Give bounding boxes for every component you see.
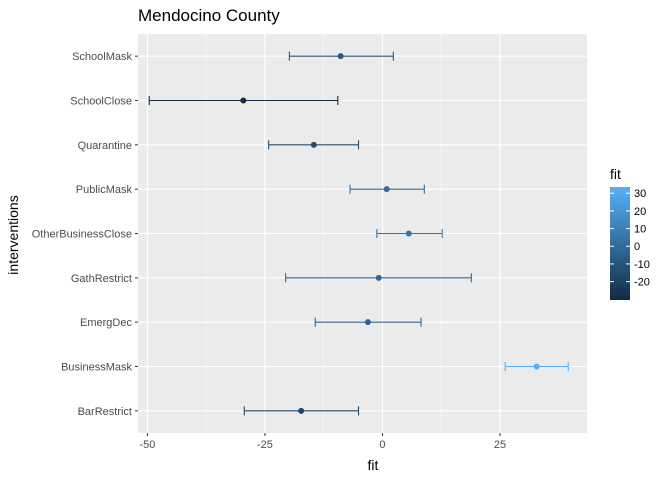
chart-title: Mendocino County	[138, 6, 280, 25]
point-Quarantine	[310, 141, 317, 148]
points	[240, 53, 540, 414]
point-EmergDec	[364, 319, 371, 326]
legend-colorbar	[610, 187, 630, 300]
x-axis-ticks: -50 -25 0 25	[139, 433, 506, 451]
y-tick-label: Quarantine	[78, 140, 132, 152]
x-tick-label: 0	[379, 439, 385, 451]
x-axis-title: fit	[368, 457, 379, 473]
x-tick-label: -25	[257, 439, 273, 451]
legend-tick-label: -10	[634, 259, 650, 271]
point-GathRestrict	[375, 274, 382, 281]
legend-tick-label: 10	[634, 224, 646, 236]
legend-ticks: 30 20 10 0 -10 -20	[610, 188, 650, 289]
y-tick-label: BusinessMask	[61, 362, 132, 374]
y-tick-label: OtherBusinessClose	[32, 229, 132, 241]
y-axis-title: interventions	[5, 195, 21, 274]
point-SchoolClose	[240, 97, 247, 104]
point-BusinessMask	[533, 363, 540, 370]
legend-tick-label: 30	[634, 188, 646, 200]
y-tick-label: PublicMask	[76, 184, 133, 196]
x-tick-label: 25	[494, 439, 506, 451]
legend-tick-label: -20	[634, 277, 650, 289]
y-tick-label: BarRestrict	[78, 406, 132, 418]
legend: fit 30 20 10 0 -10 -20	[610, 166, 650, 300]
errorbars	[148, 51, 569, 416]
y-axis-ticks: SchoolMask SchoolClose Quarantine PublicMas…	[32, 51, 138, 418]
point-SchoolMask	[337, 53, 344, 60]
legend-tick-label: 0	[634, 241, 640, 253]
point-OtherBusinessClose	[405, 230, 412, 237]
point-PublicMask	[383, 186, 390, 193]
y-tick-label: GathRestrict	[71, 273, 132, 285]
y-tick-label: SchoolClose	[70, 96, 132, 108]
legend-tick-label: 20	[634, 206, 646, 218]
point-BarRestrict	[298, 407, 305, 414]
legend-title: fit	[610, 166, 621, 182]
y-tick-label: SchoolMask	[72, 51, 132, 63]
x-tick-label: -50	[139, 439, 155, 451]
y-tick-label: EmergDec	[80, 317, 132, 329]
